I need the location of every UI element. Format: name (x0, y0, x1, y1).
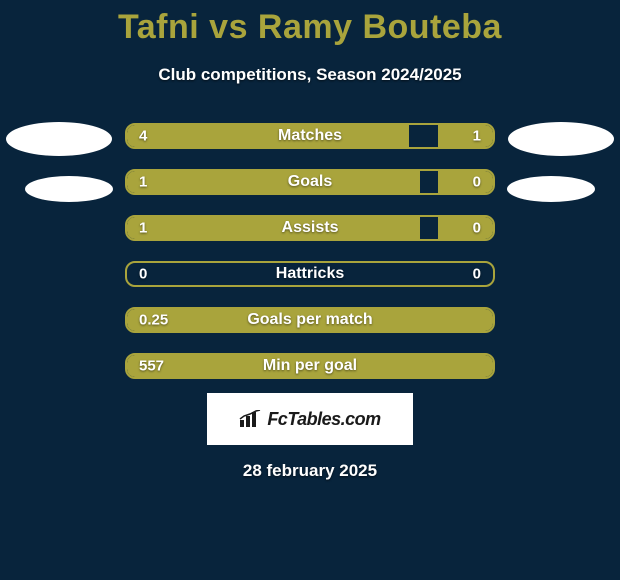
stats-container: 4 Matches 1 1 Goals 0 1 Assists 0 0 Hattricks 0 0.25… (0, 123, 620, 379)
stat-value-left: 4 (139, 128, 147, 145)
page-title: Tafni vs Ramy Bouteba (0, 0, 620, 47)
stat-value-right: 1 (473, 128, 481, 145)
stat-row: 0.25 Goals per match (125, 307, 495, 333)
stat-label: Goals per match (247, 311, 372, 329)
stat-row: 0 Hattricks 0 (125, 261, 495, 287)
stat-fill-right (438, 171, 493, 193)
player-right-oval-2 (507, 176, 595, 202)
stat-row: 4 Matches 1 (125, 123, 495, 149)
stat-value-left: 0 (139, 266, 147, 283)
stat-fill-left (127, 125, 409, 147)
stat-label: Assists (282, 219, 339, 237)
stat-value-left: 1 (139, 174, 147, 191)
stat-value-left: 0.25 (139, 312, 168, 329)
stat-row: 1 Goals 0 (125, 169, 495, 195)
stat-fill-right (438, 125, 493, 147)
stat-fill-left (127, 171, 420, 193)
stat-row: 557 Min per goal (125, 353, 495, 379)
stat-label: Min per goal (263, 357, 357, 375)
subtitle: Club competitions, Season 2024/2025 (0, 65, 620, 85)
stat-value-right: 0 (473, 266, 481, 283)
stat-value-left: 557 (139, 358, 164, 375)
stat-label: Hattricks (276, 265, 344, 283)
chart-icon (239, 410, 263, 428)
stat-label: Matches (278, 127, 342, 145)
badge-text: FcTables.com (267, 409, 380, 430)
source-badge[interactable]: FcTables.com (207, 393, 413, 445)
stat-fill-left (127, 217, 420, 239)
date-label: 28 february 2025 (0, 461, 620, 481)
stat-value-right: 0 (473, 220, 481, 237)
stat-label: Goals (288, 173, 332, 191)
player-left-oval-2 (25, 176, 113, 202)
player-right-oval-1 (508, 122, 614, 156)
stat-value-right: 0 (473, 174, 481, 191)
stat-value-left: 1 (139, 220, 147, 237)
stat-row: 1 Assists 0 (125, 215, 495, 241)
player-left-oval-1 (6, 122, 112, 156)
stat-fill-right (438, 217, 493, 239)
